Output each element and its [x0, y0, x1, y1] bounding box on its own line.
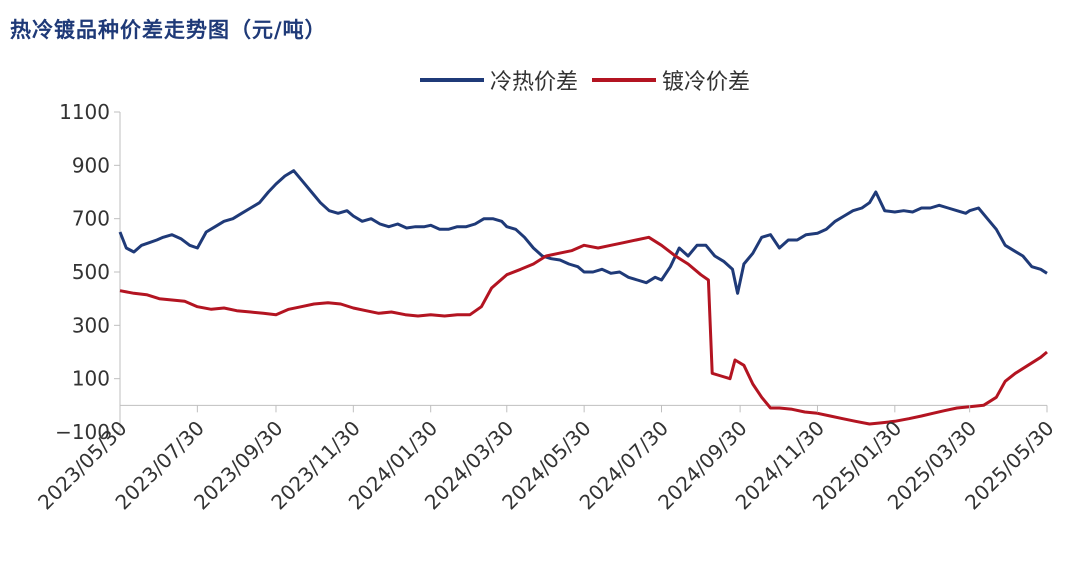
legend-item-series-2: 镀冷价差 — [592, 64, 750, 96]
series-line-2 — [119, 235, 1048, 426]
y-tick-label: 1100 — [59, 100, 110, 124]
chart-series — [118, 169, 1048, 426]
legend-label-series-2: 镀冷价差 — [662, 70, 751, 95]
legend-swatch-series-2 — [592, 78, 657, 82]
chart-title: 热冷镀品种价差走势图（元/吨） — [10, 17, 327, 42]
legend-label-series-1: 冷热价差 — [490, 70, 579, 95]
y-tick-label: 900 — [72, 153, 110, 177]
x-axis-ticks: 2023/05/302023/07/302023/09/302023/11/30… — [33, 405, 1059, 514]
y-tick-label: 100 — [72, 367, 110, 391]
series-line-1 — [118, 169, 1048, 295]
y-tick-label: −100 — [55, 420, 110, 444]
y-tick-label: 300 — [72, 313, 110, 337]
y-tick-label: 700 — [72, 207, 110, 231]
chart-legend: 冷热价差 镀冷价差 — [420, 64, 764, 96]
y-tick-label: 500 — [72, 260, 110, 284]
legend-item-series-1: 冷热价差 — [420, 64, 578, 96]
y-axis-ticks: −100 100 300 500 700 900 1100 — [55, 100, 120, 444]
legend-swatch-series-1 — [420, 78, 484, 82]
